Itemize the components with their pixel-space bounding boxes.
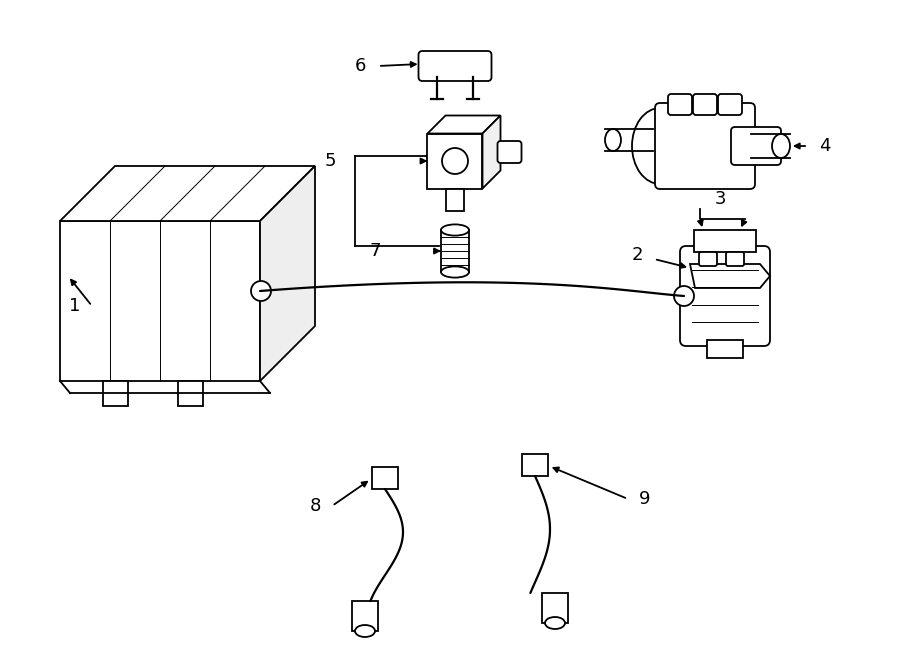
Polygon shape bbox=[690, 264, 770, 288]
FancyBboxPatch shape bbox=[498, 141, 521, 163]
FancyBboxPatch shape bbox=[178, 381, 203, 406]
Polygon shape bbox=[260, 166, 315, 381]
FancyBboxPatch shape bbox=[707, 340, 743, 358]
FancyBboxPatch shape bbox=[655, 103, 755, 189]
Polygon shape bbox=[482, 116, 500, 188]
Text: 3: 3 bbox=[715, 190, 725, 208]
Polygon shape bbox=[60, 221, 260, 381]
FancyBboxPatch shape bbox=[693, 94, 717, 115]
Ellipse shape bbox=[441, 266, 469, 278]
FancyBboxPatch shape bbox=[699, 252, 717, 266]
Ellipse shape bbox=[772, 134, 790, 158]
FancyBboxPatch shape bbox=[668, 94, 692, 115]
Text: 7: 7 bbox=[369, 242, 381, 260]
FancyBboxPatch shape bbox=[726, 252, 744, 266]
FancyBboxPatch shape bbox=[542, 593, 568, 623]
FancyBboxPatch shape bbox=[428, 134, 482, 188]
Text: 8: 8 bbox=[310, 497, 320, 515]
FancyBboxPatch shape bbox=[103, 381, 128, 406]
Ellipse shape bbox=[674, 286, 694, 306]
Text: 6: 6 bbox=[355, 57, 365, 75]
FancyBboxPatch shape bbox=[372, 467, 398, 489]
Text: 1: 1 bbox=[69, 297, 81, 315]
Text: 5: 5 bbox=[324, 152, 336, 170]
FancyBboxPatch shape bbox=[680, 246, 770, 346]
Text: 4: 4 bbox=[819, 137, 831, 155]
FancyBboxPatch shape bbox=[731, 127, 781, 165]
Text: 9: 9 bbox=[639, 490, 651, 508]
Ellipse shape bbox=[632, 108, 688, 184]
Polygon shape bbox=[60, 166, 315, 221]
FancyBboxPatch shape bbox=[446, 188, 464, 210]
Ellipse shape bbox=[605, 129, 621, 151]
FancyBboxPatch shape bbox=[352, 601, 378, 631]
FancyBboxPatch shape bbox=[418, 51, 491, 81]
FancyBboxPatch shape bbox=[522, 454, 548, 476]
Ellipse shape bbox=[251, 281, 271, 301]
Polygon shape bbox=[428, 116, 500, 134]
FancyBboxPatch shape bbox=[718, 94, 742, 115]
Ellipse shape bbox=[545, 617, 565, 629]
FancyBboxPatch shape bbox=[694, 230, 756, 252]
Text: 2: 2 bbox=[631, 246, 643, 264]
Ellipse shape bbox=[441, 224, 469, 235]
Ellipse shape bbox=[355, 625, 375, 637]
